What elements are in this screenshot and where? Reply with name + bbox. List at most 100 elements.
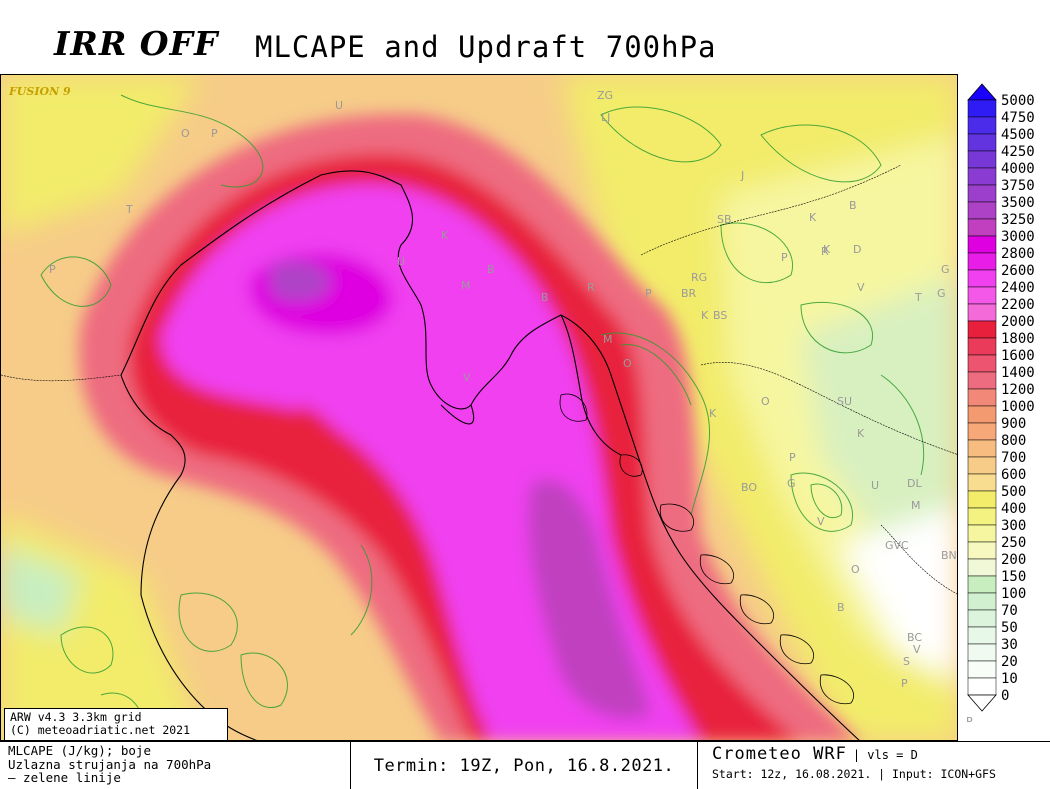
colorbar-tick-label: 1800 <box>1001 331 1035 347</box>
colorbar-tick-label: 50 <box>1001 620 1018 636</box>
colorbar-swatch <box>967 626 997 645</box>
colorbar-tick-label: 2200 <box>1001 297 1035 313</box>
map-place-label: P <box>789 451 796 464</box>
map-place-label: G <box>941 263 950 276</box>
colorbar-tick-label: 70 <box>1001 603 1018 619</box>
islands <box>559 393 854 705</box>
map-place-label: BO <box>741 481 757 494</box>
colorbar-tick-label: 3500 <box>1001 195 1035 211</box>
colorbar-swatch <box>967 116 997 135</box>
colorbar-tick-label: 2800 <box>1001 246 1035 262</box>
map-place-label: P <box>901 677 908 690</box>
map-place-label: BR <box>681 287 697 300</box>
model-name: Crometeo WRF <box>712 744 847 764</box>
colorbar-swatch <box>967 184 997 203</box>
colorbar-swatch <box>967 660 997 679</box>
footer-legend-line2: Uzlazna strujanja na 700hPa <box>8 756 212 772</box>
footer-bar: MLCAPE (J/kg); boje Uzlazna strujanja na… <box>0 741 1050 789</box>
map-place-label: G <box>787 477 796 490</box>
colorbar-tick-label: 2400 <box>1001 280 1035 296</box>
colorbar-tick-label: 0 <box>1001 688 1009 704</box>
colorbar-tick-label: 4500 <box>1001 127 1035 143</box>
map-place-label: P <box>781 251 788 264</box>
colorbar-swatch <box>967 354 997 373</box>
colorbar-tick-label: 5000 <box>1001 93 1035 109</box>
colorbar-swatch <box>967 422 997 441</box>
map-place-label: O <box>181 127 190 140</box>
map-place-label: R <box>821 245 829 258</box>
colorbar-swatch <box>967 643 997 662</box>
colorbar-tick-label: 1600 <box>1001 348 1035 364</box>
map-place-label: G <box>937 287 946 300</box>
colorbar-swatch <box>967 133 997 152</box>
colorbar-tick-label: 500 <box>1001 484 1026 500</box>
colorbar-tick-label: 4250 <box>1001 144 1035 160</box>
map-place-label: K <box>701 309 709 322</box>
colorbar-swatch <box>967 269 997 288</box>
map-place-label: M <box>911 499 921 512</box>
colorbar-tick-label: 900 <box>1001 416 1026 432</box>
colorbar-bottom-arrow <box>967 694 997 712</box>
colorbar-swatch <box>967 167 997 186</box>
map-place-label: T <box>914 291 922 304</box>
map-place-label: B <box>487 263 495 276</box>
colorbar: 5000475045004250400037503500325030002800… <box>966 83 1035 722</box>
footer-legend-line1: MLCAPE (J/kg); boje <box>8 743 151 758</box>
colorbar-swatch <box>967 592 997 611</box>
updraft-contours <box>40 94 925 740</box>
map-place-label: R <box>587 281 595 294</box>
termin-text: Termin: 19Z, Pon, 16.8.2021. <box>350 742 698 789</box>
map-place-label: SU <box>837 395 852 408</box>
forecast-map: FUSION 9 U LJ ZG O P T P K U M B RG BR B R P K BS J SB M V O K D… <box>0 74 958 741</box>
map-place-label: V <box>857 281 865 294</box>
colorbar-tick-label: 300 <box>1001 518 1026 534</box>
borders <box>1 164 957 595</box>
colorbar-tick-label: 3750 <box>1001 178 1035 194</box>
map-place-label: V <box>913 643 921 656</box>
map-place-label: M <box>603 333 613 346</box>
irr-off-logo: IRR OFF <box>54 24 219 63</box>
colorbar-tick-label: 30 <box>1001 637 1018 653</box>
colorbar-tick-label: 4750 <box>1001 110 1035 126</box>
map-place-label: B <box>849 199 857 212</box>
colorbar-swatch <box>967 473 997 492</box>
colorbar-swatch <box>967 252 997 271</box>
colorbar-tick-label: 2000 <box>1001 314 1035 330</box>
map-place-label: T <box>125 203 133 216</box>
colorbar-tick-label: 20 <box>1001 654 1018 670</box>
map-place-label: V <box>463 371 471 384</box>
colorbar-tick-label: 1000 <box>1001 399 1035 415</box>
footer-model-info: Crometeo WRF | vls = D Start: 12z, 16.08.… <box>712 744 1048 781</box>
colorbar-swatch <box>967 490 997 509</box>
footer-legend-line3: — zelene linije <box>8 770 121 785</box>
cape-low-zones <box>1 75 957 740</box>
colorbar-tick-label: 3000 <box>1001 229 1035 245</box>
map-place-label: GVC <box>885 539 909 552</box>
colorbar-swatch <box>967 575 997 594</box>
map-place-label: BN <box>941 549 957 562</box>
colorbar-swatch <box>967 524 997 543</box>
colorbar-top-arrow <box>967 83 997 101</box>
colorbar-tick-label: 250 <box>1001 535 1026 551</box>
colorbar-swatch <box>967 541 997 560</box>
colorbar-swatch <box>967 456 997 475</box>
colorbar-swatch <box>967 388 997 407</box>
footer-legend: MLCAPE (J/kg); boje Uzlazna strujanja na… <box>8 744 348 785</box>
colorbar-tick-label: 2600 <box>1001 263 1035 279</box>
coastlines <box>120 170 860 740</box>
map-place-label: KO <box>957 597 958 610</box>
map-place-label: RG <box>691 271 707 284</box>
colorbar-swatch <box>967 320 997 339</box>
map-place-label: BS <box>713 309 727 322</box>
map-place-label: O <box>623 357 632 370</box>
fusion-overlay-label: FUSION 9 <box>8 85 71 98</box>
chart-title: MLCAPE and Updraft 700hPa <box>255 30 717 64</box>
map-place-label: K <box>823 243 831 256</box>
colorbar-swatch <box>967 558 997 577</box>
colorbar-swatch <box>967 99 997 118</box>
map-place-label: P <box>211 127 218 140</box>
map-place-label: B <box>541 291 549 304</box>
colorbar-swatch <box>967 337 997 356</box>
